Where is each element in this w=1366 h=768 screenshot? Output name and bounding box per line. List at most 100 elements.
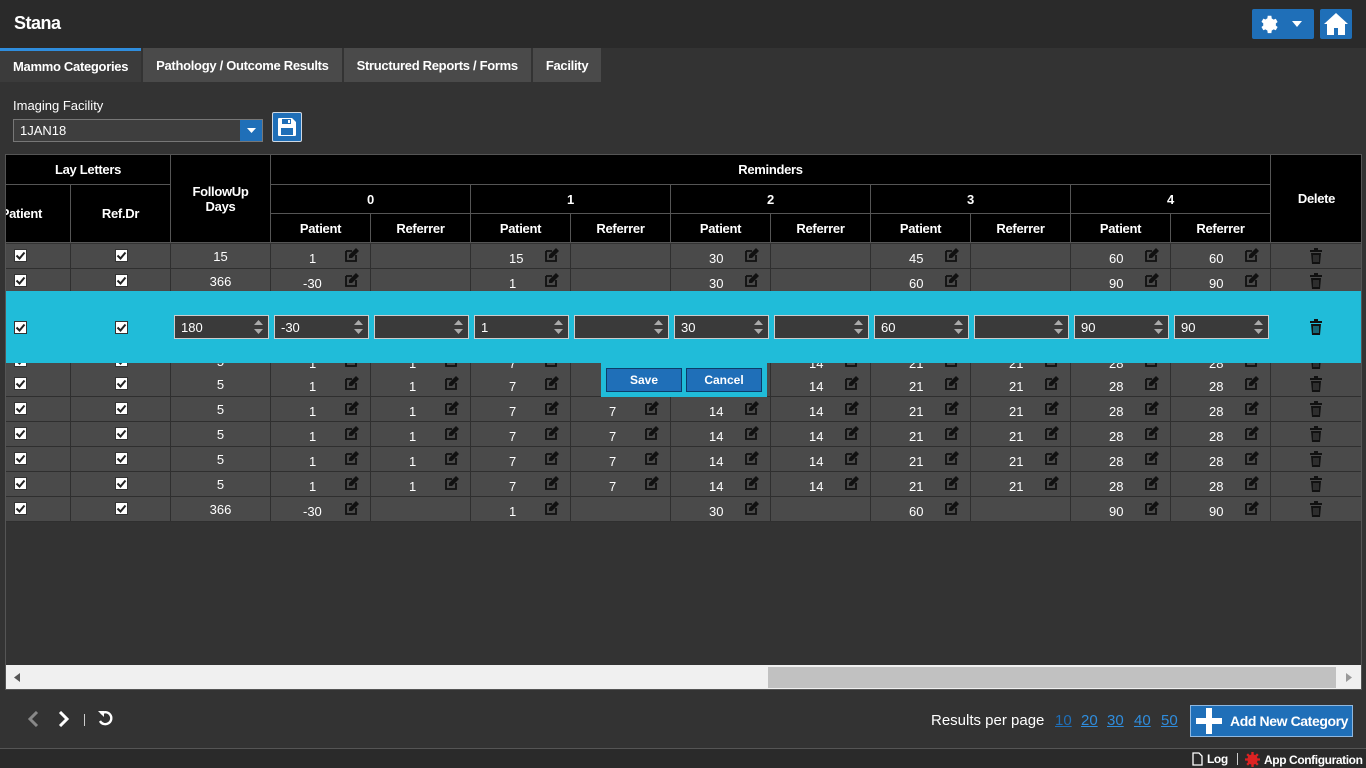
edit-icon[interactable]	[744, 400, 760, 416]
save-facility-button[interactable]	[272, 112, 302, 142]
edit-icon[interactable]	[644, 400, 660, 416]
edit-icon[interactable]	[544, 247, 560, 263]
edit-icon[interactable]	[1244, 400, 1260, 416]
spinner-arrows-icon[interactable]	[754, 320, 763, 334]
edit-icon[interactable]	[1044, 475, 1060, 491]
edit-icon[interactable]	[1244, 375, 1260, 391]
spinner-arrows-icon[interactable]	[554, 320, 563, 334]
edit-icon[interactable]	[1144, 400, 1160, 416]
page-size-10[interactable]: 10	[1055, 712, 1072, 729]
edit-icon[interactable]	[844, 450, 860, 466]
number-spinner-input[interactable]	[374, 315, 469, 339]
scrollbar-thumb[interactable]	[768, 667, 1336, 688]
trash-icon[interactable]	[1309, 376, 1323, 392]
edit-icon[interactable]	[944, 400, 960, 416]
spinner-arrows-icon[interactable]	[1254, 320, 1263, 334]
edit-icon[interactable]	[344, 425, 360, 441]
checkbox-checked-icon[interactable]	[14, 377, 27, 390]
edit-icon[interactable]	[744, 475, 760, 491]
table-row[interactable]: 5 1 1 7 7 14 14 21 21 28 28	[6, 397, 1272, 422]
edit-icon[interactable]	[444, 450, 460, 466]
next-page-icon[interactable]	[58, 711, 70, 727]
ref-dr-checkbox-icon[interactable]	[115, 321, 128, 334]
edit-icon[interactable]	[344, 450, 360, 466]
trash-icon[interactable]	[1309, 248, 1323, 264]
tab-pathology-outcome[interactable]: Pathology / Outcome Results	[143, 48, 342, 82]
edit-icon[interactable]	[1244, 272, 1260, 288]
edit-icon[interactable]	[544, 375, 560, 391]
trash-icon[interactable]	[1309, 501, 1323, 517]
edit-icon[interactable]	[544, 425, 560, 441]
checkbox-checked-icon[interactable]	[115, 452, 128, 465]
edit-icon[interactable]	[1144, 450, 1160, 466]
tab-structured-reports[interactable]: Structured Reports / Forms	[343, 48, 531, 82]
lay-patient-checkbox-icon[interactable]	[14, 321, 27, 334]
edit-icon[interactable]	[744, 425, 760, 441]
edit-icon[interactable]	[1144, 272, 1160, 288]
cancel-button[interactable]: Cancel	[686, 368, 762, 392]
edit-icon[interactable]	[344, 272, 360, 288]
edit-icon[interactable]	[1144, 475, 1160, 491]
horizontal-scrollbar[interactable]	[6, 665, 1361, 689]
edit-icon[interactable]	[844, 425, 860, 441]
number-spinner-input[interactable]: 90	[1174, 315, 1269, 339]
edit-icon[interactable]	[444, 475, 460, 491]
checkbox-checked-icon[interactable]	[115, 377, 128, 390]
table-row[interactable]: 15 1 15 30 45 60 60	[6, 244, 1272, 269]
edit-icon[interactable]	[1044, 400, 1060, 416]
trash-icon[interactable]	[1309, 426, 1323, 442]
scroll-right-icon[interactable]	[1346, 673, 1352, 682]
edit-icon[interactable]	[344, 500, 360, 516]
edit-icon[interactable]	[744, 500, 760, 516]
checkbox-checked-icon[interactable]	[14, 427, 27, 440]
edit-icon[interactable]	[444, 400, 460, 416]
imaging-facility-dropdown[interactable]: 1JAN18	[13, 119, 263, 142]
edit-icon[interactable]	[1044, 450, 1060, 466]
page-size-40[interactable]: 40	[1134, 712, 1151, 729]
table-row[interactable]: 366 -30 1 30 60 90 90	[6, 497, 1272, 522]
edit-icon[interactable]	[744, 450, 760, 466]
edit-icon[interactable]	[844, 475, 860, 491]
number-spinner-input[interactable]: 1	[474, 315, 569, 339]
checkbox-checked-icon[interactable]	[14, 249, 27, 262]
page-size-30[interactable]: 30	[1107, 712, 1124, 729]
table-row[interactable]: 5 1 1 7 7 14 14 21 21 28 28	[6, 422, 1272, 447]
checkbox-checked-icon[interactable]	[14, 502, 27, 515]
edit-icon[interactable]	[1144, 375, 1160, 391]
edit-icon[interactable]	[644, 450, 660, 466]
edit-icon[interactable]	[544, 450, 560, 466]
checkbox-checked-icon[interactable]	[115, 427, 128, 440]
edit-icon[interactable]	[944, 247, 960, 263]
table-row[interactable]: 5 1 1 7 7 14 14 21 21 28 28	[6, 447, 1272, 472]
edit-icon[interactable]	[544, 400, 560, 416]
spinner-arrows-icon[interactable]	[854, 320, 863, 334]
trash-icon[interactable]	[1309, 273, 1323, 289]
edit-icon[interactable]	[1144, 425, 1160, 441]
number-spinner-input[interactable]: 180	[174, 315, 269, 339]
edit-icon[interactable]	[744, 272, 760, 288]
edit-icon[interactable]	[1244, 500, 1260, 516]
edit-icon[interactable]	[944, 475, 960, 491]
checkbox-checked-icon[interactable]	[115, 274, 128, 287]
tab-facility[interactable]: Facility	[532, 48, 602, 82]
edit-icon[interactable]	[344, 475, 360, 491]
edit-icon[interactable]	[544, 475, 560, 491]
edit-icon[interactable]	[1044, 425, 1060, 441]
number-spinner-input[interactable]: 60	[874, 315, 969, 339]
spinner-arrows-icon[interactable]	[1054, 320, 1063, 334]
edit-icon[interactable]	[744, 247, 760, 263]
spinner-arrows-icon[interactable]	[454, 320, 463, 334]
edit-icon[interactable]	[444, 375, 460, 391]
prev-page-icon[interactable]	[27, 711, 39, 727]
trash-icon[interactable]	[1309, 476, 1323, 492]
number-spinner-input[interactable]: 90	[1074, 315, 1169, 339]
trash-icon[interactable]	[1309, 401, 1323, 417]
page-size-20[interactable]: 20	[1081, 712, 1098, 729]
edit-icon[interactable]	[944, 272, 960, 288]
edit-icon[interactable]	[644, 425, 660, 441]
edit-icon[interactable]	[1244, 450, 1260, 466]
tab-mammo-categories[interactable]: Mammo Categories	[0, 48, 142, 82]
refresh-icon[interactable]	[97, 710, 114, 727]
edit-icon[interactable]	[1244, 425, 1260, 441]
trash-icon[interactable]	[1309, 319, 1323, 335]
